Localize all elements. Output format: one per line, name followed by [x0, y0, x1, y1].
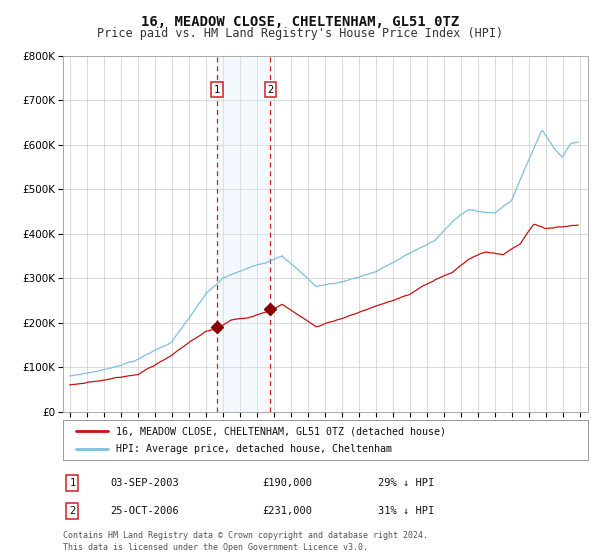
Text: 25-OCT-2006: 25-OCT-2006 — [110, 506, 179, 516]
Text: 2: 2 — [268, 85, 274, 95]
Bar — [217, 56, 271, 412]
Text: 2: 2 — [70, 506, 76, 516]
Text: 1: 1 — [214, 85, 220, 95]
Text: 31% ↓ HPI: 31% ↓ HPI — [378, 506, 434, 516]
Text: Contains HM Land Registry data © Crown copyright and database right 2024.
This d: Contains HM Land Registry data © Crown c… — [63, 531, 428, 552]
Text: HPI: Average price, detached house, Cheltenham: HPI: Average price, detached house, Chel… — [115, 444, 392, 454]
Text: 16, MEADOW CLOSE, CHELTENHAM, GL51 0TZ (detached house): 16, MEADOW CLOSE, CHELTENHAM, GL51 0TZ (… — [115, 426, 445, 436]
Text: £190,000: £190,000 — [263, 478, 313, 488]
Text: 03-SEP-2003: 03-SEP-2003 — [110, 478, 179, 488]
Text: £231,000: £231,000 — [263, 506, 313, 516]
Text: 1: 1 — [70, 478, 76, 488]
Text: 29% ↓ HPI: 29% ↓ HPI — [378, 478, 434, 488]
Text: Price paid vs. HM Land Registry's House Price Index (HPI): Price paid vs. HM Land Registry's House … — [97, 27, 503, 40]
Text: 16, MEADOW CLOSE, CHELTENHAM, GL51 0TZ: 16, MEADOW CLOSE, CHELTENHAM, GL51 0TZ — [141, 15, 459, 29]
